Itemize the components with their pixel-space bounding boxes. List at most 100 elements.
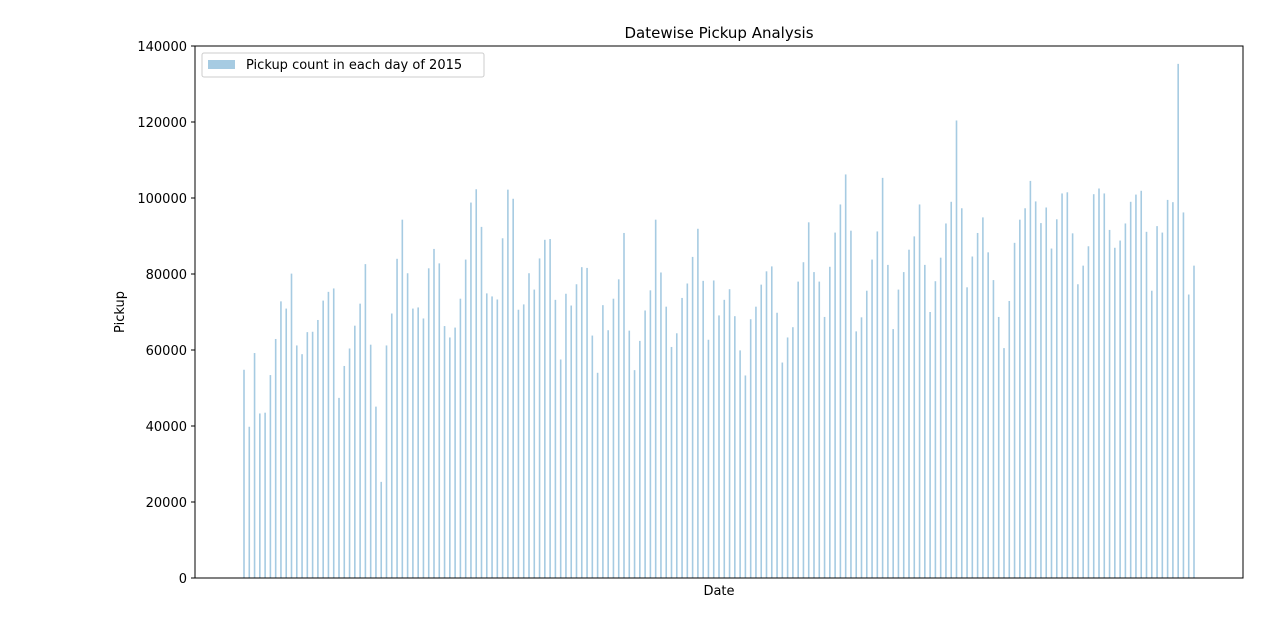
bar xyxy=(295,345,298,578)
bar xyxy=(348,348,351,578)
bar xyxy=(718,315,720,578)
bar-series xyxy=(243,63,1195,579)
bar xyxy=(311,331,314,578)
bar xyxy=(902,272,905,578)
bar xyxy=(1182,212,1185,578)
bar xyxy=(354,325,356,578)
bar xyxy=(343,365,346,578)
bar xyxy=(1024,208,1026,578)
bar xyxy=(850,230,852,578)
bar xyxy=(992,280,995,578)
bar xyxy=(306,332,309,578)
bar xyxy=(976,232,979,578)
bar xyxy=(485,293,488,578)
chart-title: Datewise Pickup Analysis xyxy=(624,24,813,42)
bar xyxy=(1161,232,1164,578)
bar xyxy=(522,304,525,578)
bar xyxy=(507,189,509,578)
bar xyxy=(760,284,763,578)
legend: Pickup count in each day of 2015 xyxy=(201,52,485,78)
bar xyxy=(417,307,419,578)
bar xyxy=(412,308,414,578)
y-tick-label: 80000 xyxy=(146,268,187,283)
bar xyxy=(644,310,646,578)
bar xyxy=(765,271,768,578)
bar xyxy=(829,266,831,578)
y-tick-label: 0 xyxy=(179,572,187,587)
bar xyxy=(1114,247,1116,578)
bar xyxy=(1129,201,1132,579)
bar xyxy=(396,258,398,578)
plot-frame xyxy=(194,45,1244,579)
bar xyxy=(290,273,293,578)
bar xyxy=(755,306,757,578)
bar xyxy=(728,289,731,578)
bar xyxy=(528,273,530,578)
bar xyxy=(929,312,931,578)
bar xyxy=(274,338,277,578)
bar xyxy=(1177,63,1179,579)
bar xyxy=(934,281,937,578)
bar xyxy=(380,481,383,578)
bar xyxy=(443,326,446,578)
bar xyxy=(960,208,963,578)
bar xyxy=(1055,219,1058,578)
bar xyxy=(781,362,784,578)
bar xyxy=(559,359,562,578)
bar xyxy=(406,273,409,578)
y-tick-label: 140000 xyxy=(137,40,187,55)
bar xyxy=(1098,188,1100,578)
bar xyxy=(617,279,620,578)
bar xyxy=(1040,223,1042,578)
bar xyxy=(1124,223,1127,578)
y-tick-label: 60000 xyxy=(146,344,187,359)
bar xyxy=(454,327,456,578)
bar xyxy=(390,313,393,578)
bar xyxy=(887,264,889,578)
bar xyxy=(596,372,599,578)
bar xyxy=(639,340,641,578)
bar xyxy=(269,375,272,578)
bar xyxy=(670,346,673,578)
bar xyxy=(865,290,868,578)
bar xyxy=(475,189,478,578)
bar xyxy=(818,281,821,578)
bar xyxy=(301,354,303,578)
bar xyxy=(770,266,773,578)
bar xyxy=(480,226,483,578)
bar xyxy=(369,344,372,578)
bar xyxy=(1145,231,1148,578)
bar xyxy=(660,272,662,578)
bar xyxy=(628,330,631,578)
legend-box xyxy=(201,52,485,78)
y-tick-label: 40000 xyxy=(146,420,187,435)
bar xyxy=(512,198,514,578)
bar xyxy=(844,174,847,578)
y-axis: 0 20000 40000 60000 80000 100000 120000 140000 xyxy=(137,40,195,587)
bar xyxy=(807,222,810,578)
bar xyxy=(554,299,557,578)
bar xyxy=(813,272,815,578)
bar xyxy=(470,202,472,578)
bar xyxy=(1103,193,1106,578)
bar xyxy=(1003,348,1005,578)
y-axis-label: Pickup xyxy=(113,291,128,333)
bar xyxy=(823,316,826,578)
bar xyxy=(982,217,984,578)
bar xyxy=(707,339,710,578)
bar xyxy=(966,287,968,578)
bar xyxy=(665,306,668,578)
bar xyxy=(839,204,842,578)
bar xyxy=(776,312,778,578)
bar xyxy=(549,239,551,579)
bar xyxy=(501,238,504,578)
bar xyxy=(565,293,567,578)
bar xyxy=(327,291,330,578)
bar xyxy=(438,263,441,578)
bar xyxy=(834,232,836,578)
bar xyxy=(449,337,451,578)
bar xyxy=(792,327,794,578)
y-tick-label: 20000 xyxy=(146,496,187,511)
bar xyxy=(602,305,604,578)
